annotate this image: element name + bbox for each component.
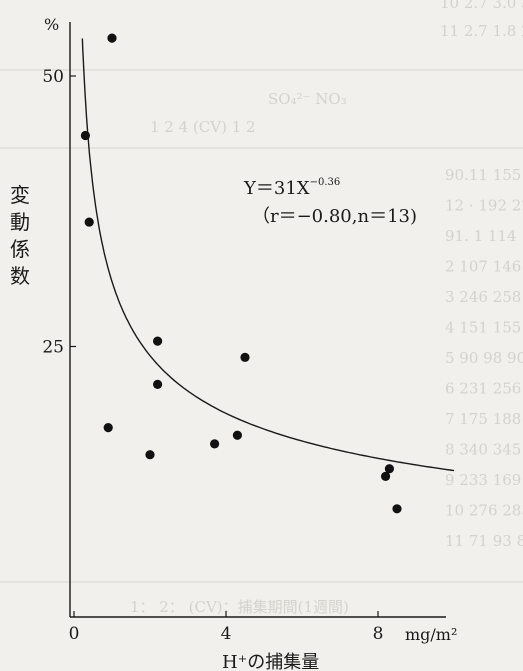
bleed-col-group: SO₄²⁻ NO₃: [268, 90, 347, 108]
y-tick-label: 25: [42, 338, 64, 358]
data-points: [80, 33, 402, 514]
bleed-row: 4 151 155 142 ( 1) 145 144 15: [445, 319, 523, 337]
bleed-row: 6 231 256 252 ( 5) 405 275 28: [445, 380, 523, 398]
data-point: [384, 464, 394, 474]
bleed-through-table: 10 2.7 3.0 3.4 (10) 20 23 1 11 2.7 1.8 2.…: [0, 0, 523, 616]
ticks: 0 4 8 25 50: [42, 67, 383, 644]
x-unit-label: mg/m²: [405, 625, 457, 644]
data-point: [232, 430, 242, 440]
bleed-footnote: 1： 2： (CV)：捕集期間(1週間): [130, 598, 349, 616]
y-axis-label-char: 動: [10, 210, 30, 234]
axes: [69, 22, 446, 618]
x-axis-label: H⁺の捕集量: [222, 652, 319, 671]
data-point: [381, 471, 391, 481]
data-point: [80, 130, 90, 141]
data-point: [107, 33, 117, 43]
bleed-row: 11 71 93 88 (14) 89 78 7: [445, 532, 523, 550]
y-axis-label-char: 係: [10, 237, 30, 261]
data-point: [145, 450, 155, 460]
bleed-row: 2 107 146 140 (15) 67 75: [445, 258, 523, 276]
x-tick-label: 4: [221, 624, 232, 644]
bleed-col-heads: 1 2 4 (CV) 1 2: [150, 118, 256, 136]
y-axis-label-char: 変: [10, 183, 30, 207]
y-tick-label: 50: [42, 67, 64, 87]
data-point: [153, 336, 163, 346]
data-point: [392, 504, 402, 514]
svg-text:Y＝31X−0.36: Y＝31X−0.36: [243, 177, 340, 199]
bleed-row: 3 246 258 235 ( 8) 180 245 22: [445, 288, 523, 306]
bleed-row: 10 2.7 3.0 3.4 (10) 20 23 1: [440, 0, 523, 12]
bleed-row: 8 340 345 338 ( 2) 320 319 31: [445, 441, 523, 459]
y-axis-label-char: 数: [10, 264, 30, 288]
data-point: [103, 423, 113, 433]
fit-curve: [81, 38, 455, 472]
bleed-row: 5 90 98 90 ( 3) 95 80 9: [445, 349, 523, 367]
bleed-row: 9 233 169 175 (18) 122 140 14: [445, 471, 523, 489]
bleed-row: 11 2.7 1.8 2.6 (18) 9 1: [440, 22, 523, 40]
bleed-row: 10 276 283 238 ( 9) 220 238 19: [445, 502, 523, 520]
equation-stats: （r＝−0.80,n＝13): [252, 206, 417, 227]
data-point: [210, 439, 220, 449]
y-unit-label: %: [44, 15, 59, 34]
equation-lhs: Y＝31X: [243, 178, 310, 199]
data-point: [240, 352, 250, 362]
bleed-row: 12 · 192 226 ( 4) 49 53: [445, 197, 523, 215]
bleed-row: 7 175 188 173 ( 5) 228 204 22: [445, 410, 523, 428]
equation-exponent: −0.36: [310, 177, 341, 188]
data-point: [153, 379, 163, 389]
bleed-row: 90.11 155 122 219 (14) 101 97 11: [445, 166, 523, 184]
data-point: [84, 217, 94, 227]
fit-equation: Y＝31X−0.36 （r＝−0.80,n＝13): [243, 177, 417, 227]
bleed-row: 91. 1 114 110 103 ( 5) 38 41: [445, 227, 523, 245]
x-tick-label: 8: [373, 624, 384, 644]
x-tick-label: 0: [69, 624, 80, 644]
